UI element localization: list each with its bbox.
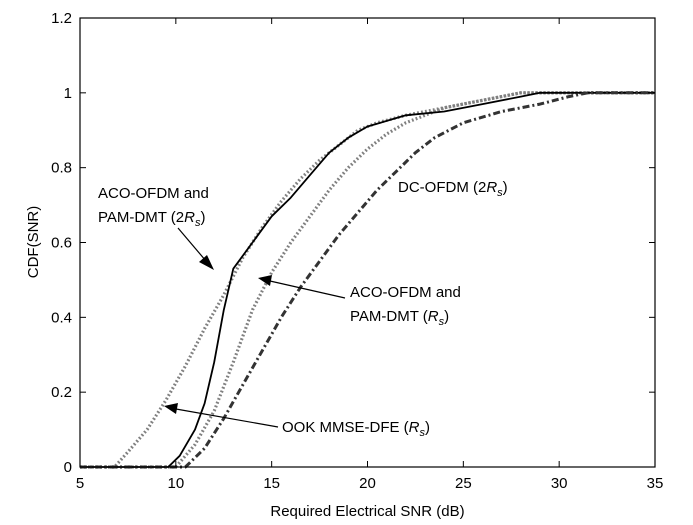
arrow-shaft-aco-pam-rs [269, 280, 346, 299]
series-line-1 [80, 91, 655, 469]
x-tick-label-1: 10 [167, 475, 184, 492]
arrow-head-aco-pam-2rs [199, 255, 214, 270]
annotation-ook-suffix: ) [425, 419, 430, 436]
annotation-ook-mmse-dfe-line1: OOK MMSE-DFE (Rs) [282, 419, 430, 439]
annotation-ook-mmse-dfe: OOK MMSE-DFE (Rs) [164, 403, 430, 439]
y-tick-label-5: 1 [64, 85, 72, 102]
x-axis-label: Required Electrical SNR (dB) [270, 503, 464, 520]
arrow-head-aco-pam-rs [258, 275, 272, 286]
annotation-dc-ofdm-2rs-var: R [486, 179, 497, 196]
annotation-aco-pam-2rs-var: R [184, 209, 195, 226]
annotation-aco-pam-rs-prefix: PAM-DMT ( [350, 308, 428, 325]
x-tick-label-2: 15 [263, 475, 280, 492]
series-line-2 [80, 91, 655, 469]
annotation-aco-pam-2rs-line1: ACO-OFDM and [98, 185, 209, 202]
annotation-aco-pam-rs-sub: s [439, 316, 445, 328]
annotation-aco-pam-2rs-prefix: PAM-DMT (2 [98, 209, 184, 226]
annotation-ook-var: R [409, 419, 420, 436]
series-line-3 [80, 91, 655, 468]
arrow-shaft-ook [175, 408, 279, 428]
annotation-dc-ofdm-2rs-prefix: DC-OFDM (2 [398, 179, 486, 196]
annotation-aco-pam-2rs-suffix: ) [200, 209, 205, 226]
annotation-aco-pam-rs-line1: ACO-OFDM and [350, 284, 461, 301]
annotation-aco-pam-rs-suffix: ) [444, 308, 449, 325]
arrow-shaft-aco-pam-2rs [177, 227, 207, 262]
annotation-aco-pam-rs-var: R [428, 308, 439, 325]
y-tick-label-4: 0.8 [51, 160, 72, 177]
annotation-dc-ofdm-2rs-sub: s [497, 187, 503, 199]
x-tick-label-5: 30 [551, 475, 568, 492]
plot-frame [79, 17, 656, 468]
annotation-aco-pam-2rs-sub: s [195, 217, 201, 229]
y-tick-label-3: 0.6 [51, 235, 72, 252]
annotation-aco-pam-2rs-line2: PAM-DMT (2Rs) [98, 209, 205, 229]
annotation-aco-pam-rs-line2: PAM-DMT (Rs) [350, 308, 449, 328]
x-tick-label-0: 5 [76, 475, 84, 492]
annotation-dc-ofdm-2rs: DC-OFDM (2Rs) [398, 179, 508, 199]
y-axis-label: CDF(SNR) [25, 206, 42, 279]
annotation-aco-pam-2rs: ACO-OFDM and PAM-DMT (2Rs) [98, 185, 214, 270]
annotation-dc-ofdm-2rs-line1: DC-OFDM (2Rs) [398, 179, 508, 199]
annotation-ook-prefix: OOK MMSE-DFE ( [282, 419, 409, 436]
arrow-head-ook [164, 403, 178, 414]
ticks-layer: 5 10 15 20 25 30 35 0 0.2 0.4 0.6 0.8 1 1.2 [51, 10, 663, 492]
annotation-aco-pam-rs: ACO-OFDM and PAM-DMT (Rs) [258, 275, 461, 328]
y-tick-label-0: 0 [64, 459, 72, 476]
annotation-ook-sub: s [420, 427, 426, 439]
x-tick-label-6: 35 [647, 475, 664, 492]
annotation-dc-ofdm-2rs-suffix: ) [503, 179, 508, 196]
x-tick-label-4: 25 [455, 475, 472, 492]
y-tick-label-2: 0.4 [51, 309, 72, 326]
series-line-4 [80, 91, 655, 469]
x-tick-label-3: 20 [359, 475, 376, 492]
series-layer [80, 91, 655, 469]
y-tick-label-1: 0.2 [51, 384, 72, 401]
y-tick-label-6: 1.2 [51, 10, 72, 27]
